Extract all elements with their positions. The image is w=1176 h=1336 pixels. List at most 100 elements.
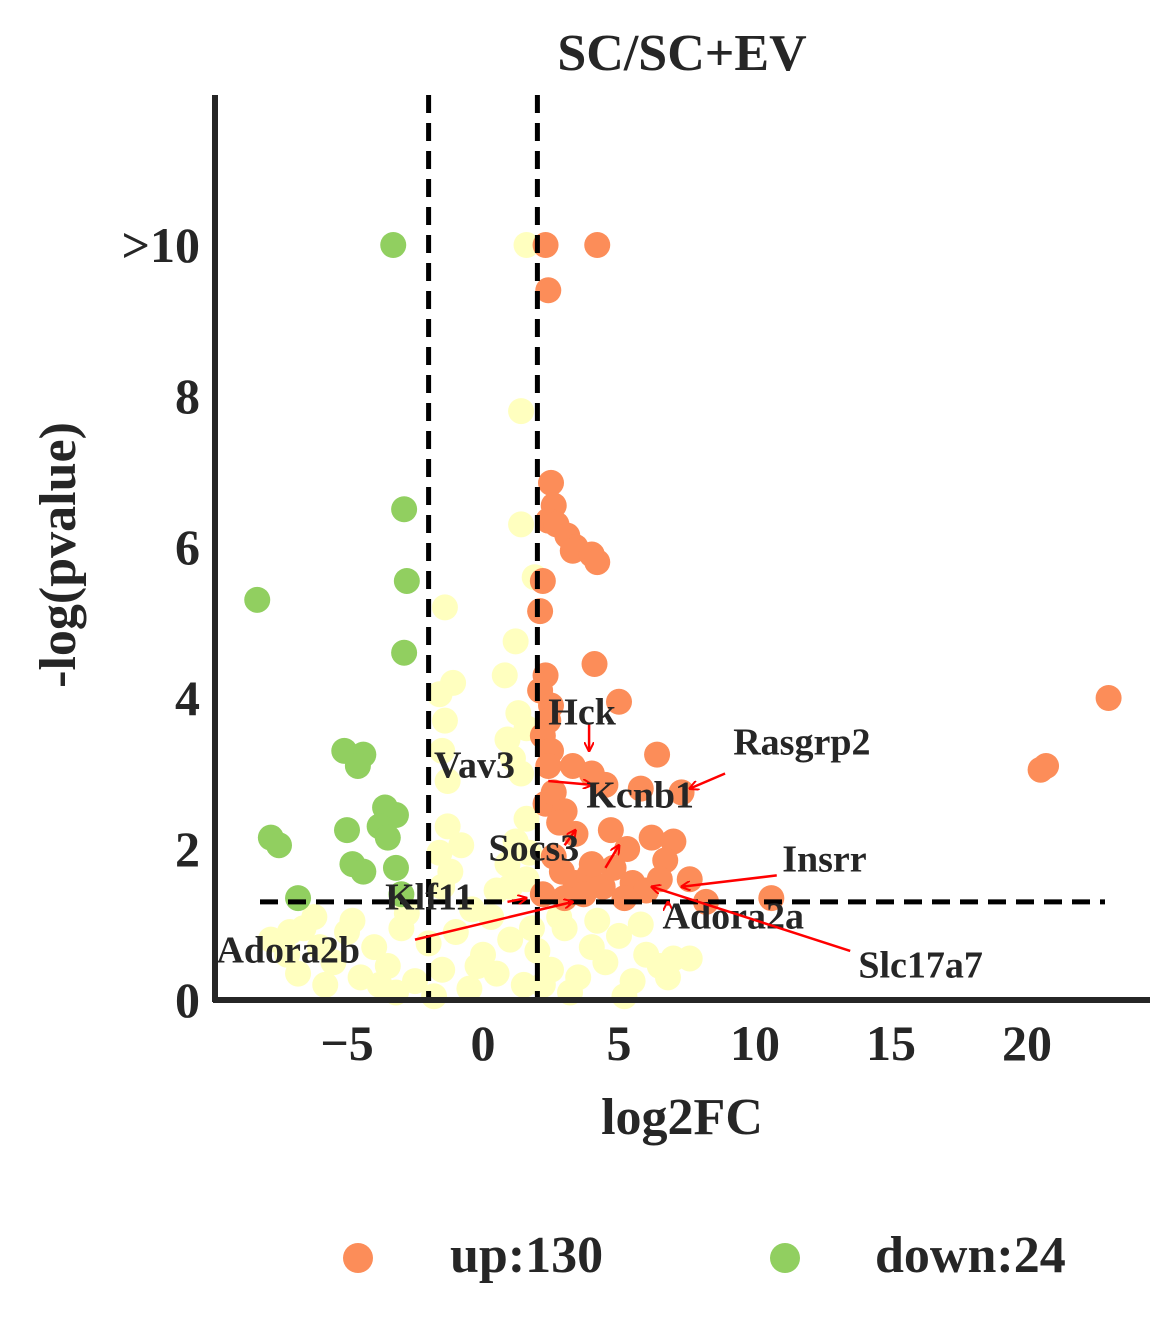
up-point xyxy=(578,851,605,878)
up-point xyxy=(638,824,665,851)
ns-point xyxy=(312,971,339,998)
up-point xyxy=(600,854,627,881)
up-legend-label: up:130 xyxy=(450,1227,603,1284)
annotation-label: Insrr xyxy=(782,839,867,881)
ns-point xyxy=(510,971,537,998)
ns-point xyxy=(508,760,535,787)
annotation-arrow xyxy=(548,781,592,785)
x-tick-label: 15 xyxy=(866,1015,916,1071)
ns-point xyxy=(320,949,347,976)
ns-point xyxy=(491,662,518,689)
ns-point xyxy=(274,941,301,968)
y-tick-label: 4 xyxy=(175,670,200,726)
annotation-arrow xyxy=(414,902,573,941)
ns-point xyxy=(402,968,428,995)
annotation-label: Rasgrp2 xyxy=(733,722,870,764)
ns-point xyxy=(513,805,540,832)
ns-point xyxy=(592,949,619,976)
down-point xyxy=(334,817,360,844)
ns-point xyxy=(513,866,540,893)
down-point xyxy=(350,858,377,885)
x-tick-label: 10 xyxy=(730,1015,780,1071)
x-tick-label: 20 xyxy=(1002,1015,1052,1071)
up-point xyxy=(597,817,624,844)
annotation-arrow xyxy=(604,845,619,869)
down-point xyxy=(391,639,418,666)
ns-point xyxy=(508,398,535,425)
ns-point xyxy=(431,594,458,621)
annotation-label: Adora2a xyxy=(663,895,804,937)
up-point xyxy=(644,741,671,768)
chart-title: SC/SC+EV xyxy=(557,25,806,82)
y-tick-label: >10 xyxy=(122,217,201,273)
up-point xyxy=(611,885,638,912)
up-point xyxy=(584,232,611,258)
x-axis-label: log2FC xyxy=(601,1089,763,1146)
down-legend-marker xyxy=(770,1243,800,1273)
ns-point xyxy=(257,926,284,953)
annotation-arrow xyxy=(507,898,526,902)
up-legend-marker xyxy=(343,1243,373,1273)
ns-point xyxy=(426,839,453,866)
ns-point xyxy=(429,737,456,764)
up-point xyxy=(527,598,554,625)
ns-point xyxy=(366,971,393,998)
y-tick-label: 8 xyxy=(175,368,200,424)
annotation-label: Kcnb1 xyxy=(586,774,694,816)
annotation-label: Hck xyxy=(548,691,616,733)
y-tick-label: 6 xyxy=(175,519,200,575)
down-point xyxy=(285,885,312,912)
up-point xyxy=(606,688,632,715)
up-point xyxy=(627,775,654,802)
annotation-arrow xyxy=(690,772,726,789)
annotation-label: Klf11 xyxy=(385,876,474,918)
ns-point xyxy=(361,934,388,961)
up-point xyxy=(676,866,703,893)
ns-point xyxy=(606,922,632,949)
up-point xyxy=(535,752,562,779)
up-point xyxy=(581,651,608,678)
annotation-arrow xyxy=(563,830,576,846)
ns-point xyxy=(513,232,540,258)
down-point xyxy=(393,567,420,594)
ns-point xyxy=(434,813,461,840)
ns-point xyxy=(654,964,681,991)
ns-point xyxy=(442,919,469,946)
up-point xyxy=(584,549,611,576)
ns-point xyxy=(339,907,366,934)
down-point xyxy=(266,832,292,859)
ns-point xyxy=(627,911,654,938)
ns-point xyxy=(529,971,556,998)
up-point xyxy=(693,888,720,915)
down-point xyxy=(374,824,401,851)
x-tick-label: 5 xyxy=(607,1015,632,1071)
ns-point xyxy=(508,511,535,538)
ns-point xyxy=(429,873,456,900)
up-point xyxy=(592,771,619,798)
ns-point xyxy=(448,832,475,859)
ns-point xyxy=(676,945,703,972)
annotation-arrow xyxy=(682,874,777,886)
ns-point xyxy=(502,628,529,655)
up-point xyxy=(540,779,567,806)
up-point xyxy=(1027,756,1054,783)
x-tick-label: −5 xyxy=(320,1015,374,1071)
x-tick-label: 0 xyxy=(471,1015,496,1071)
ns-point xyxy=(434,768,461,795)
ns-point xyxy=(456,975,483,1002)
annotation-label: Adora2b xyxy=(216,929,360,971)
y-tick-label: 0 xyxy=(175,972,200,1028)
ns-point xyxy=(497,926,524,953)
annotation-arrow xyxy=(652,887,851,953)
threshold-lines xyxy=(260,95,1105,1000)
down-point xyxy=(380,232,407,258)
ns-point xyxy=(426,681,453,708)
y-axis-label: -log(pvalue) xyxy=(30,422,87,688)
annotation-label: Vav3 xyxy=(434,744,515,786)
ns-point xyxy=(429,956,456,983)
y-tick-label: 2 xyxy=(175,821,200,877)
annotation-label: Socs3 xyxy=(488,827,579,869)
up-point xyxy=(758,885,785,912)
